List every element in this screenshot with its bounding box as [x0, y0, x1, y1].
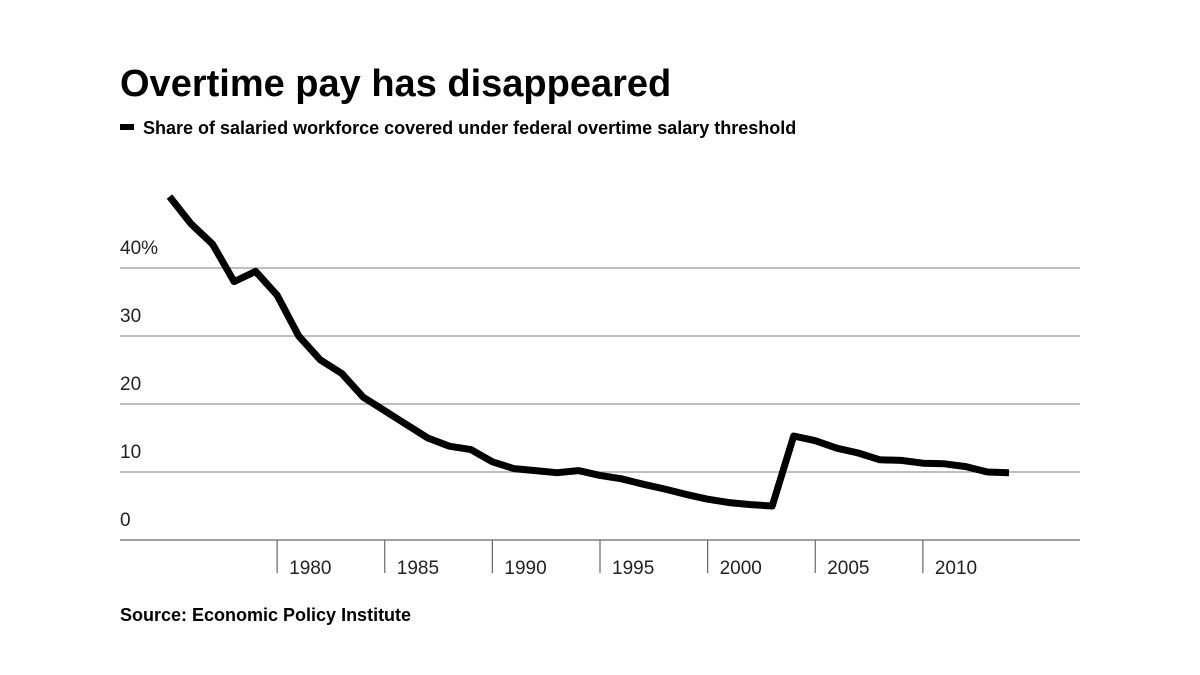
- data-line: [166, 194, 1010, 510]
- y-tick-label: 20: [120, 374, 141, 395]
- chart-title: Overtime pay has disappeared: [120, 63, 671, 105]
- legend-label: Share of salaried workforce covered unde…: [143, 118, 796, 138]
- y-tick-label: 10: [120, 442, 141, 463]
- legend-swatch: [120, 124, 134, 130]
- x-tick-label: 2000: [720, 558, 762, 579]
- x-tick-label: 1980: [289, 558, 331, 579]
- y-tick-label: 30: [120, 306, 141, 327]
- x-tick-label: 1995: [612, 558, 654, 579]
- x-tick-label: 2005: [827, 558, 869, 579]
- y-tick-label: 0: [120, 510, 131, 531]
- x-tick-label: 1990: [504, 558, 546, 579]
- x-tick-label: 1985: [397, 558, 439, 579]
- x-tick-label: 2010: [935, 558, 977, 579]
- y-tick-label: 40%: [120, 238, 158, 259]
- source: Source: Economic Policy Institute: [120, 605, 411, 625]
